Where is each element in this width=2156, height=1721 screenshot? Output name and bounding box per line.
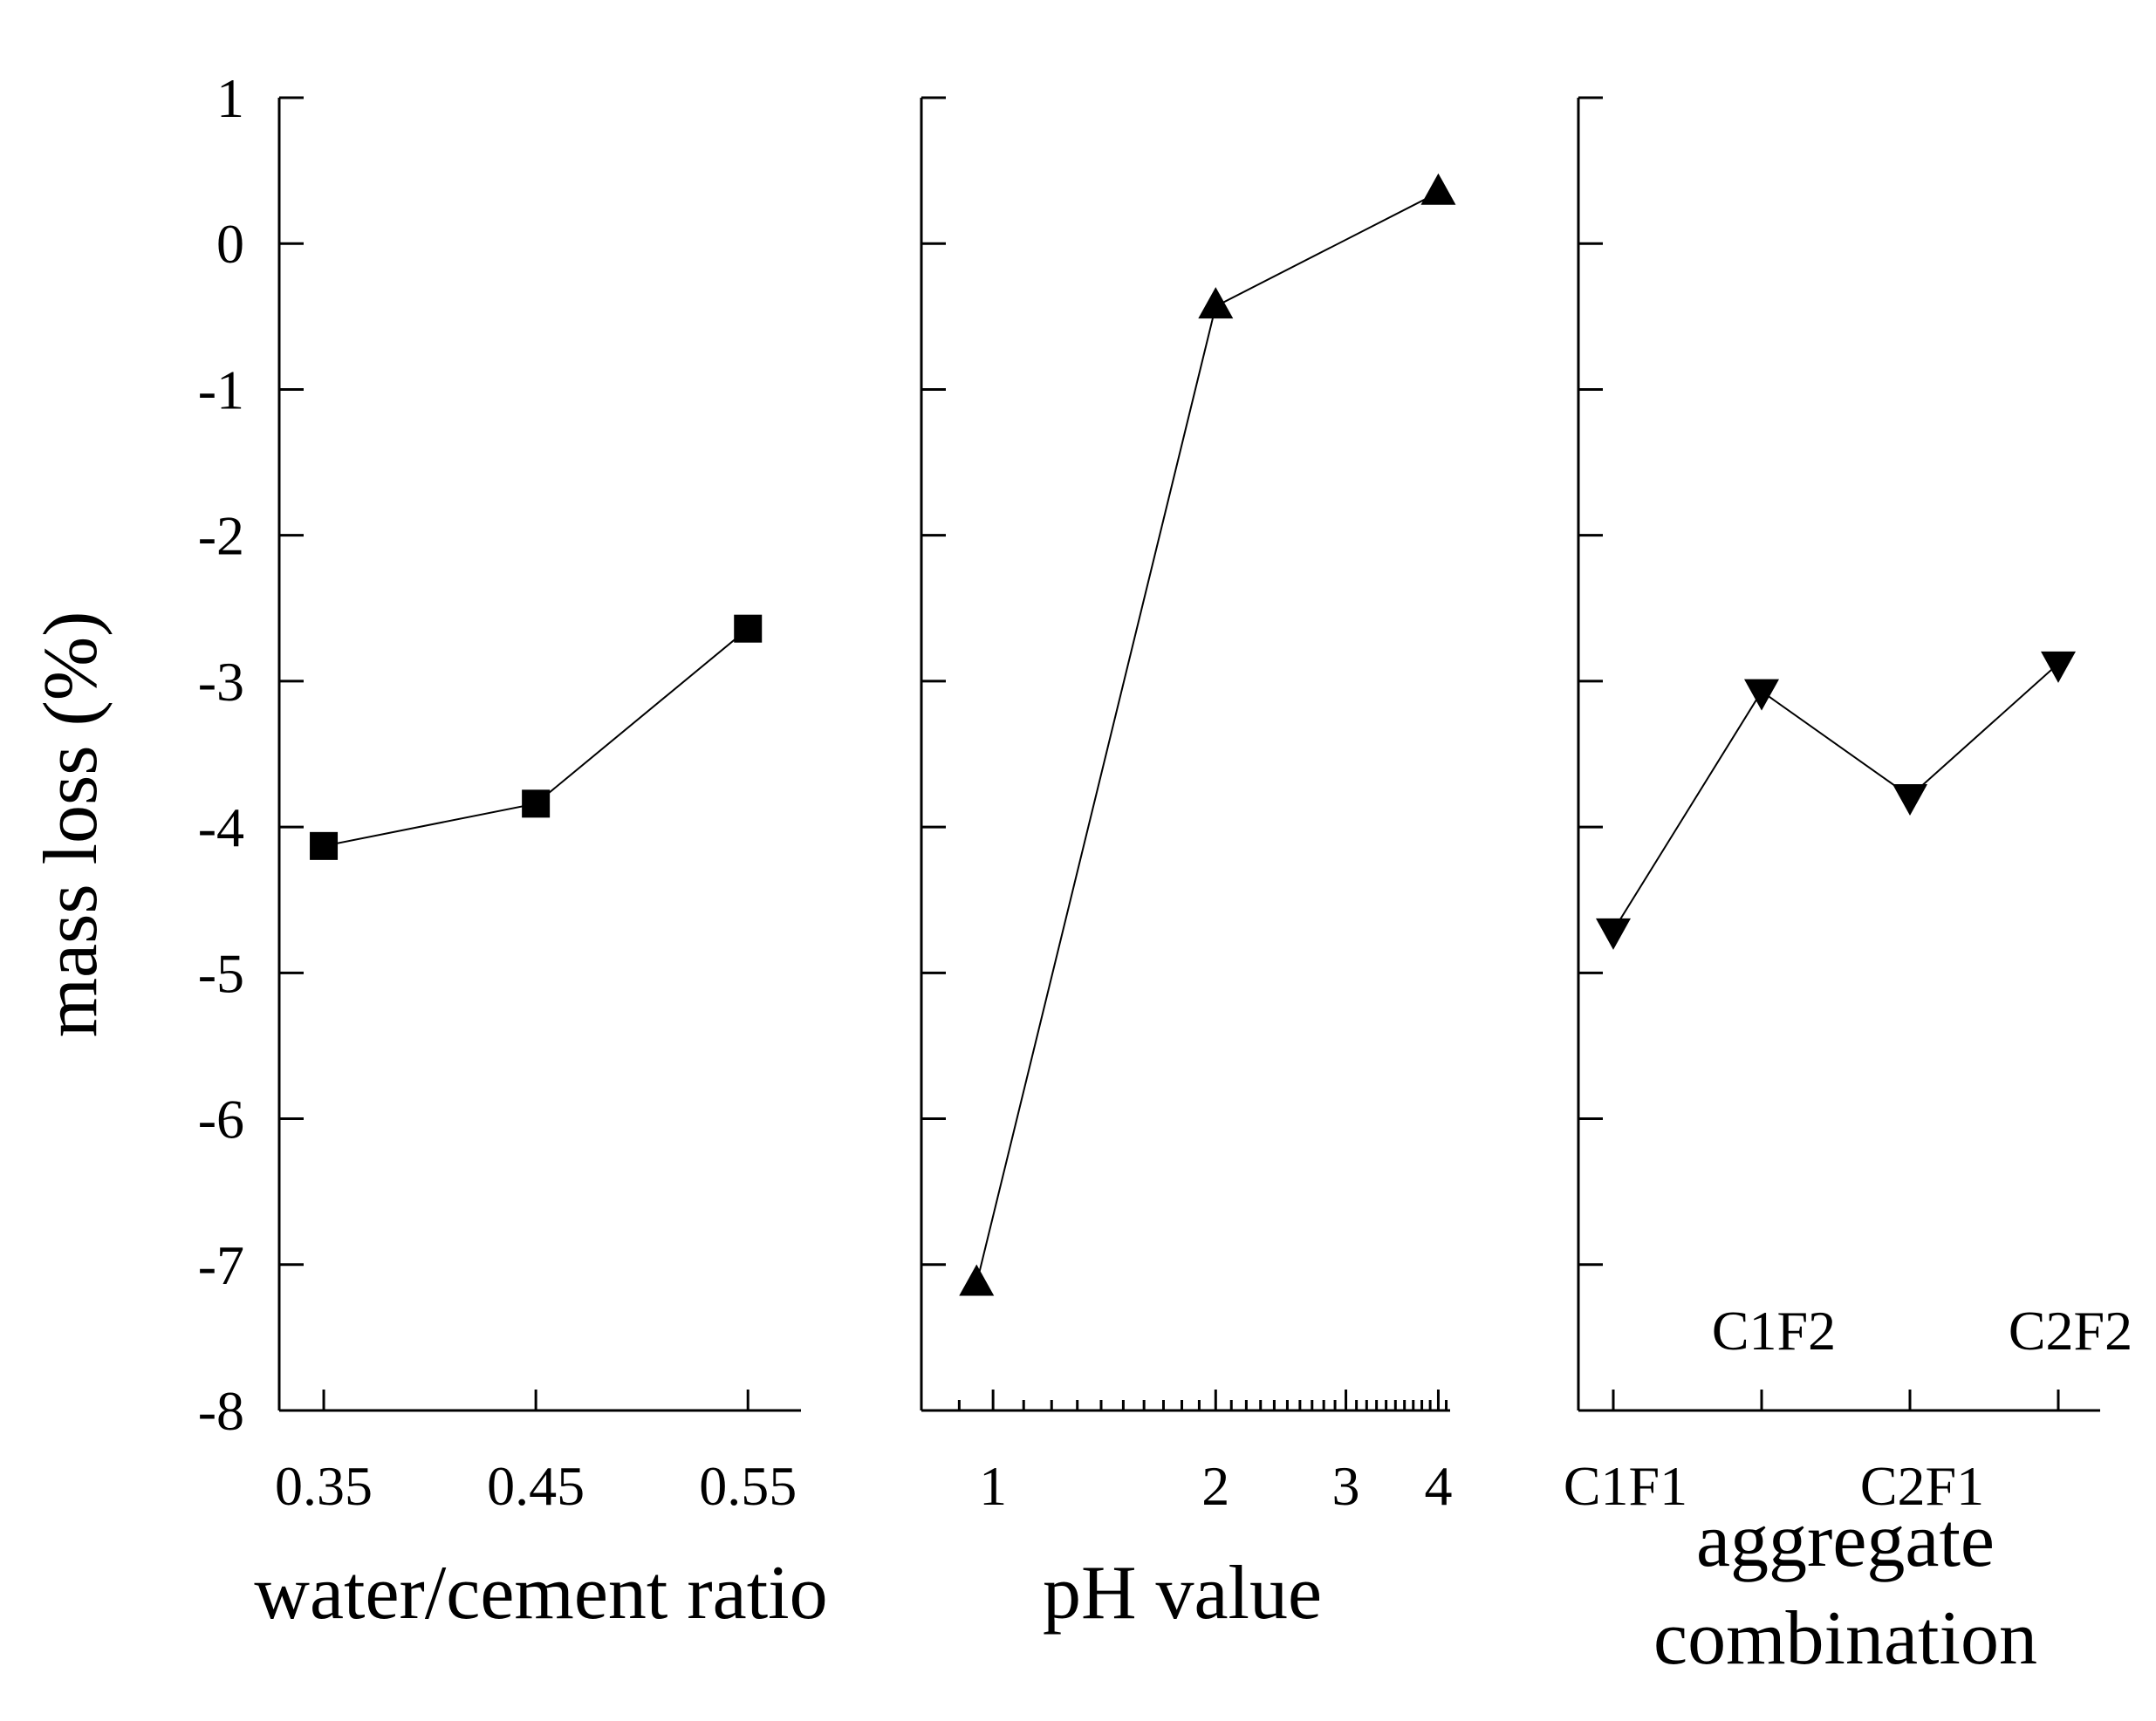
y-tick-label: -5 [198, 942, 244, 1004]
x-axis-title-panel-1: water/cement ratio [254, 1551, 827, 1636]
axes-layer: 1 0 -1 -2 -3 -4 -5 -6 -7 -8 0.35 0.45 0.55 water/ceme… [198, 67, 2132, 1681]
y-tick-label: -2 [198, 505, 244, 567]
x-tick-label-panel-2: 3 [1332, 1455, 1360, 1517]
y-tick-label: -7 [198, 1234, 244, 1296]
series-line-panel-3 [1612, 663, 2059, 932]
y-tick-label: 0 [216, 213, 244, 275]
data-point-panel-2 [959, 1264, 995, 1296]
data-point-panel-1 [522, 789, 551, 818]
y-axis-title: mass loss (%) [29, 611, 113, 1038]
x-tick-label-panel-2: 2 [1201, 1455, 1229, 1517]
y-tick-label: -6 [198, 1089, 244, 1151]
data-point-panel-1 [310, 831, 339, 860]
data-point-panel-3 [1744, 679, 1779, 711]
x-tick-label-panel-3: C2F2 [2009, 1300, 2132, 1362]
series-line-panel-2 [975, 191, 1439, 1284]
series-layer [310, 173, 2076, 1296]
x-tick-label-panel-1: 0.55 [699, 1455, 797, 1517]
x-tick-label-panel-2: 4 [1424, 1455, 1452, 1517]
data-point-panel-2 [1198, 287, 1234, 319]
x-tick-label-panel-3: C1F2 [1712, 1300, 1836, 1362]
y-tick-label: -4 [198, 796, 244, 858]
x-tick-label-panel-3: C1F1 [1564, 1455, 1687, 1517]
data-point-panel-1 [734, 614, 763, 643]
data-point-panel-3 [2041, 651, 2076, 683]
x-tick-label-panel-2: 1 [979, 1455, 1007, 1517]
x-axis-title-panel-3: aggregate combination [1653, 1499, 2037, 1681]
y-tick-label: -1 [198, 359, 244, 420]
x-axis-title-panel-2: pH value [1043, 1551, 1322, 1636]
y-tick-label: 1 [216, 67, 244, 129]
x-axis-title-line: aggregate [1696, 1499, 1995, 1583]
data-point-panel-3 [1892, 783, 1927, 816]
x-tick-label-panel-1: 0.45 [487, 1455, 585, 1517]
data-point-panel-3 [1596, 918, 1631, 950]
y-tick-label: -8 [198, 1380, 244, 1442]
data-point-panel-2 [1420, 173, 1456, 205]
x-axis-title-line: combination [1653, 1596, 2037, 1681]
x-tick-label-panel-3: C2F1 [1860, 1455, 1984, 1517]
x-tick-label-panel-1: 0.35 [275, 1455, 373, 1517]
y-tick-label: -3 [198, 651, 244, 713]
